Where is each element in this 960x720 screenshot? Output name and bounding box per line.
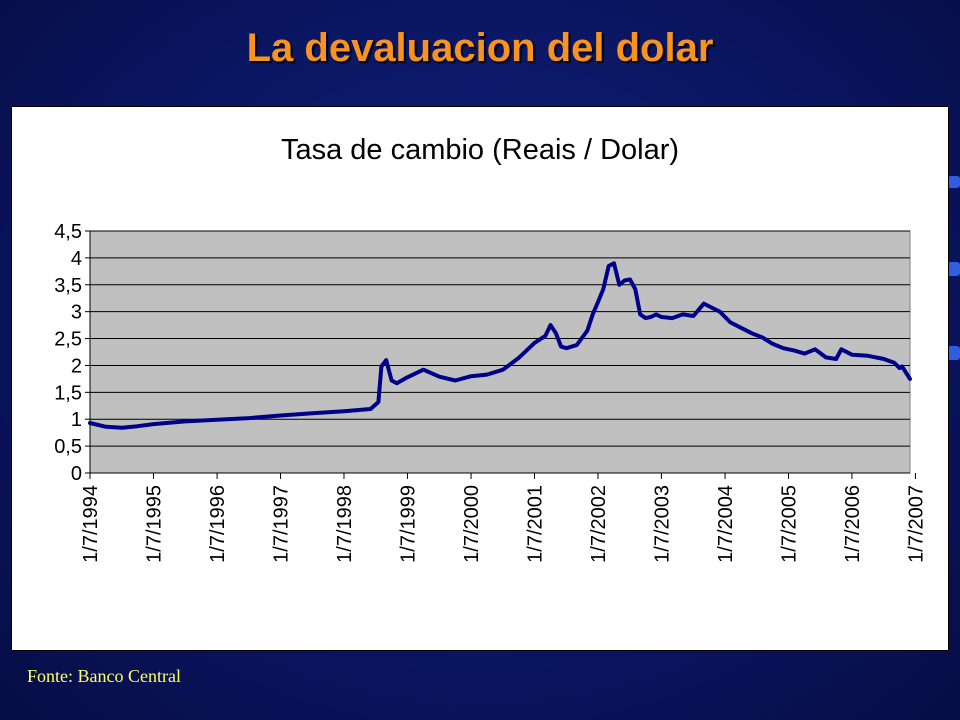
y-tick-label: 2,5 [54,329,82,351]
slide-title: La devaluacion del dolar [246,26,714,70]
plot-area [89,230,911,474]
y-tick-label: 2 [71,355,82,377]
y-tick-label: 1,5 [54,382,82,404]
y-tick-label: 4,5 [54,221,82,243]
exchange-rate-chart: Tasa de cambio (Reais / Dolar) 0 0,5 1 1,5 2… [54,134,927,563]
x-tick-label: 1/7/1999 [397,485,419,563]
series-line [88,261,912,430]
y-tick-label: 3,5 [54,275,82,297]
y-tick-label: 0 [71,463,82,485]
y-tick-label: 1 [71,409,82,431]
chart-panel: Tasa de cambio (Reais / Dolar) 0 0,5 1 1,5 2… [11,106,949,651]
x-tick-label: 1/7/1994 [80,485,102,563]
x-tick-label: 1/7/1995 [143,485,165,563]
x-tick-label: 1/7/2006 [842,485,864,563]
x-tick-label: 1/7/1998 [334,485,356,563]
x-tick-label: 1/7/2003 [651,485,673,563]
x-tick-label: 1/7/1996 [207,485,229,563]
x-tick-label: 1/7/2002 [588,485,610,563]
x-tick-label: 1/7/2004 [715,485,737,563]
y-tick-label: 0,5 [54,436,82,458]
x-tick-label: 1/7/2005 [778,485,800,563]
x-tick-label: 1/7/2007 [905,485,927,563]
x-tick-label: 1/7/1997 [271,485,293,563]
decor-bar-2 [946,262,960,276]
y-tick-label: 3 [71,302,82,324]
decor-bar-1 [948,176,960,188]
source-note: Fonte: Banco Central [27,666,181,686]
x-tick-label: 1/7/2001 [525,485,547,563]
x-tick-label: 1/7/2000 [461,485,483,563]
y-tick-label: 4 [71,248,82,270]
chart-title: Tasa de cambio (Reais / Dolar) [281,134,679,166]
